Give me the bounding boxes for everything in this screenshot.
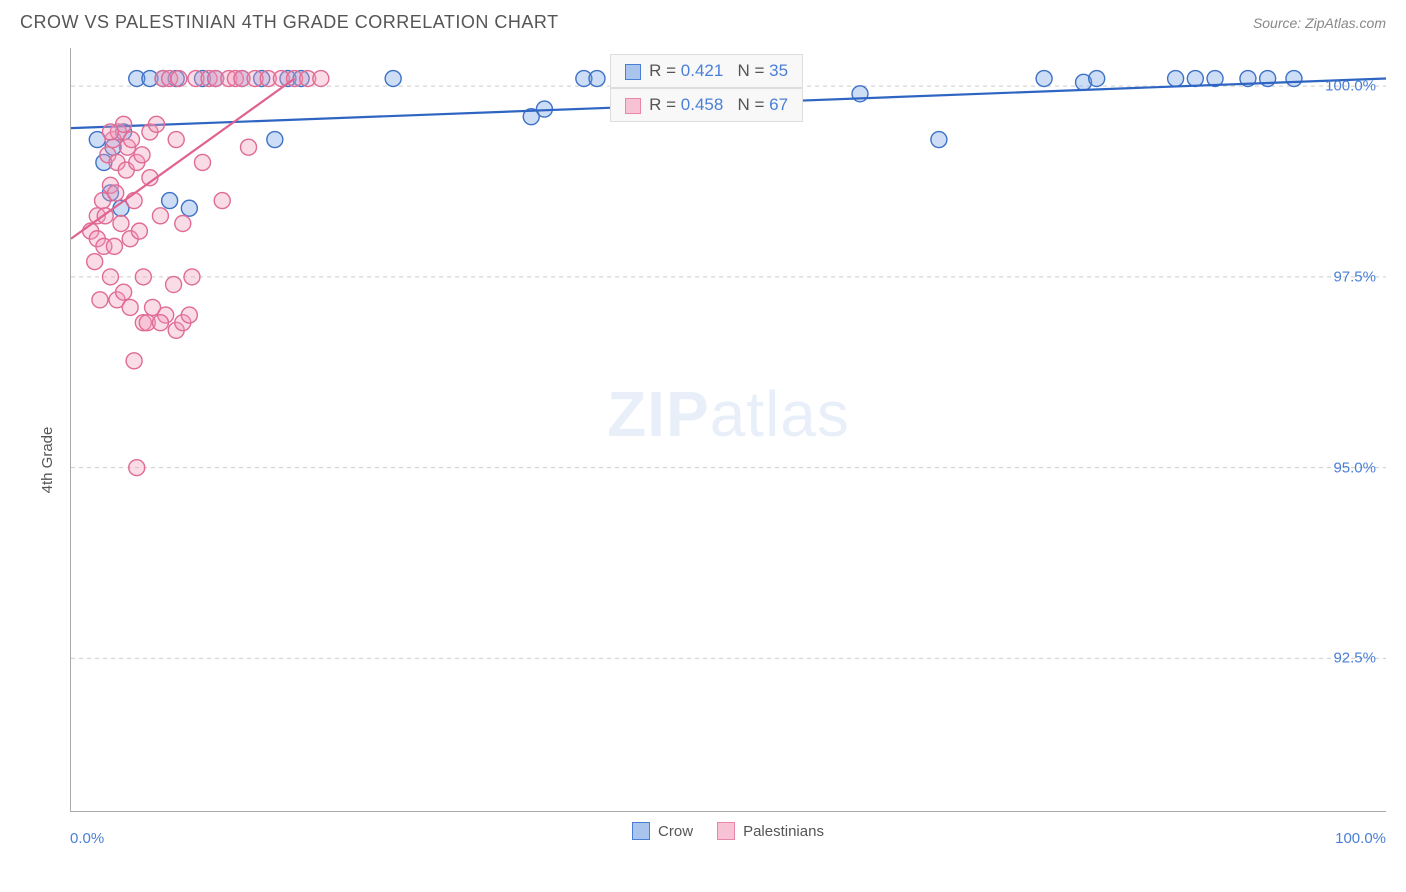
- legend-label: Crow: [658, 823, 693, 840]
- legend: Crow Palestinians: [70, 822, 1386, 840]
- n-label: N =: [738, 95, 770, 114]
- r-value: 0.421: [681, 61, 724, 80]
- legend-swatch: [632, 822, 650, 840]
- info-swatch: [625, 64, 641, 80]
- legend-swatch: [717, 822, 735, 840]
- info-swatch: [625, 98, 641, 114]
- plot-area: ZIPatlas R = 0.421 N = 35R = 0.458 N = 6…: [70, 48, 1386, 812]
- n-label: N =: [738, 61, 770, 80]
- y-tick-label: 92.5%: [1333, 650, 1376, 667]
- scatter-svg: [71, 48, 1386, 811]
- y-tick-label: 95.0%: [1333, 459, 1376, 476]
- r-value: 0.458: [681, 95, 724, 114]
- legend-item: Palestinians: [717, 822, 824, 840]
- correlation-info-box: R = 0.458 N = 67: [610, 88, 803, 122]
- y-tick-label: 100.0%: [1325, 78, 1376, 95]
- r-label: R =: [649, 61, 681, 80]
- n-value: 67: [769, 95, 788, 114]
- correlation-info-box: R = 0.421 N = 35: [610, 54, 803, 88]
- y-tick-label: 97.5%: [1333, 268, 1376, 285]
- legend-item: Crow: [632, 822, 693, 840]
- legend-label: Palestinians: [743, 823, 824, 840]
- chart-container: 4th Grade ZIPatlas R = 0.421 N = 35R = 0…: [20, 48, 1386, 872]
- source-attribution: Source: ZipAtlas.com: [1253, 15, 1386, 31]
- r-label: R =: [649, 95, 681, 114]
- chart-title: CROW VS PALESTINIAN 4TH GRADE CORRELATIO…: [20, 12, 559, 33]
- y-axis-label: 4th Grade: [39, 427, 56, 494]
- n-value: 35: [769, 61, 788, 80]
